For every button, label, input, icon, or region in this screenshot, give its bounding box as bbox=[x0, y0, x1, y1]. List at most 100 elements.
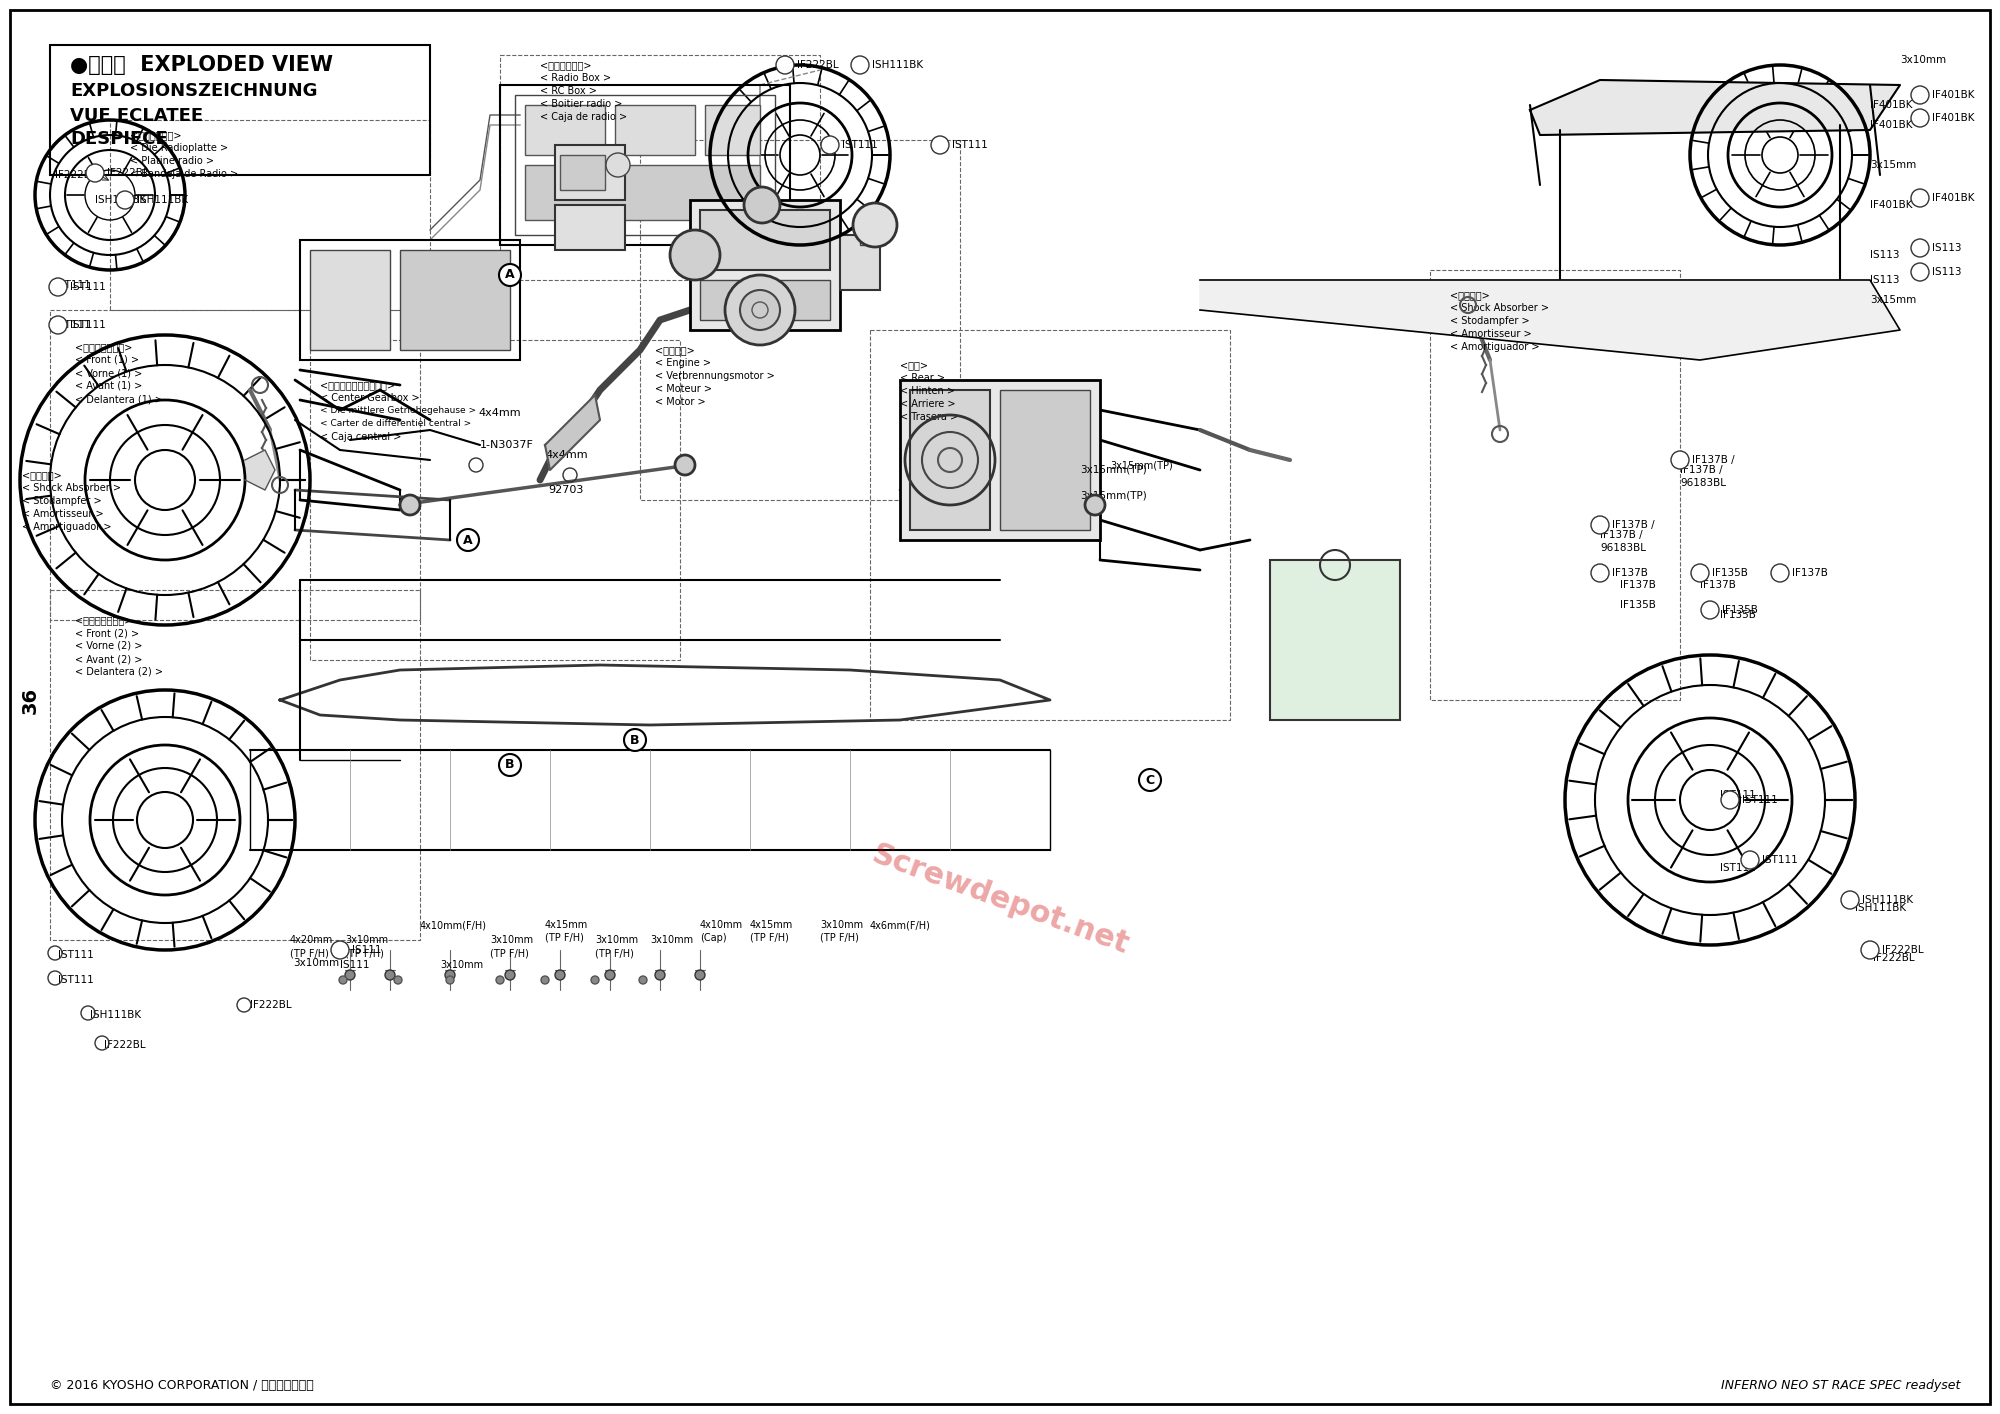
Text: < Amortisseur >: < Amortisseur > bbox=[22, 509, 104, 519]
Text: IF137B: IF137B bbox=[1612, 568, 1648, 578]
Text: 3x10mm: 3x10mm bbox=[292, 959, 340, 969]
Text: (TP F/H): (TP F/H) bbox=[820, 933, 858, 943]
Text: (TP F/H): (TP F/H) bbox=[290, 947, 328, 959]
Text: < Motor >: < Motor > bbox=[656, 397, 706, 407]
Text: ISH111BK: ISH111BK bbox=[872, 59, 924, 71]
Text: IF137B /: IF137B / bbox=[1612, 520, 1654, 530]
Circle shape bbox=[1592, 516, 1608, 534]
Circle shape bbox=[624, 730, 646, 751]
Text: (TP F/H): (TP F/H) bbox=[490, 947, 528, 959]
Circle shape bbox=[604, 970, 616, 980]
Bar bbox=[910, 390, 990, 530]
Text: IST111: IST111 bbox=[70, 281, 106, 293]
Text: IST111: IST111 bbox=[58, 950, 94, 960]
Text: < Carter de differentiel central >: < Carter de differentiel central > bbox=[320, 419, 472, 428]
Text: IST111: IST111 bbox=[1742, 795, 1778, 805]
Circle shape bbox=[556, 970, 566, 980]
Text: ISH111BK: ISH111BK bbox=[1856, 904, 1906, 913]
Text: 3x10mm: 3x10mm bbox=[490, 935, 534, 945]
Circle shape bbox=[340, 976, 348, 984]
Text: 3x10mm: 3x10mm bbox=[346, 935, 388, 945]
Circle shape bbox=[456, 529, 480, 551]
Text: 118: 118 bbox=[1592, 568, 1608, 577]
Text: ●分解図  EXPLODED VIEW: ●分解図 EXPLODED VIEW bbox=[70, 55, 332, 75]
Text: < Verbrennungsmotor >: < Verbrennungsmotor > bbox=[656, 370, 774, 380]
Text: 169: 169 bbox=[1912, 90, 1928, 99]
Bar bbox=[310, 250, 390, 351]
Text: < Hinten >: < Hinten > bbox=[900, 386, 956, 396]
Text: < Center Gearbox >: < Center Gearbox > bbox=[320, 393, 420, 403]
Text: IF137B /: IF137B / bbox=[1692, 455, 1734, 465]
Text: 42: 42 bbox=[1916, 267, 1924, 277]
Text: 174: 174 bbox=[1742, 855, 1758, 864]
Text: < Engine >: < Engine > bbox=[656, 358, 712, 368]
Text: 3x15mm: 3x15mm bbox=[1870, 296, 1916, 305]
Bar bbox=[700, 211, 830, 270]
Text: IF222BL: IF222BL bbox=[1872, 953, 1914, 963]
Text: IST111: IST111 bbox=[1762, 855, 1798, 865]
Text: ISH111BK: ISH111BK bbox=[96, 195, 146, 205]
Bar bbox=[300, 240, 520, 361]
Bar bbox=[616, 105, 696, 156]
Bar bbox=[690, 199, 840, 329]
Text: IST111: IST111 bbox=[1720, 863, 1756, 872]
Circle shape bbox=[744, 187, 780, 223]
Text: < Die mittlere Getriebegehause >: < Die mittlere Getriebegehause > bbox=[320, 406, 476, 414]
Text: 175: 175 bbox=[50, 321, 66, 329]
Circle shape bbox=[400, 495, 420, 515]
Bar bbox=[556, 146, 624, 199]
Circle shape bbox=[1140, 769, 1160, 790]
Text: IF137B /: IF137B / bbox=[1600, 530, 1642, 540]
Circle shape bbox=[852, 57, 868, 74]
Text: IF222BL: IF222BL bbox=[108, 168, 148, 178]
Bar bbox=[556, 205, 624, 250]
Text: 168: 168 bbox=[1912, 113, 1928, 123]
Text: IF137B: IF137B bbox=[1700, 580, 1736, 590]
Text: IF401BK: IF401BK bbox=[1932, 192, 1974, 204]
Text: B: B bbox=[506, 758, 514, 772]
Text: 96183BL: 96183BL bbox=[1680, 478, 1726, 488]
Circle shape bbox=[822, 136, 840, 154]
Text: A: A bbox=[506, 269, 514, 281]
Circle shape bbox=[696, 970, 704, 980]
Circle shape bbox=[776, 57, 794, 74]
Text: < Caja central >: < Caja central > bbox=[320, 433, 402, 443]
Circle shape bbox=[740, 290, 780, 329]
Text: < Amortisseur >: < Amortisseur > bbox=[1450, 329, 1532, 339]
Circle shape bbox=[1840, 891, 1860, 909]
Text: IST111: IST111 bbox=[56, 280, 90, 290]
Circle shape bbox=[394, 976, 402, 984]
Text: IF135B: IF135B bbox=[1722, 605, 1758, 615]
Text: < Trasera >: < Trasera > bbox=[900, 411, 958, 421]
Text: 96183BL: 96183BL bbox=[1600, 543, 1646, 553]
Text: 48: 48 bbox=[1916, 243, 1924, 253]
Text: A: A bbox=[464, 533, 472, 546]
Text: 174: 174 bbox=[50, 283, 66, 291]
Text: <センターギヤボックス>: <センターギヤボックス> bbox=[320, 380, 396, 390]
Polygon shape bbox=[544, 395, 600, 469]
Text: 178: 178 bbox=[778, 61, 792, 69]
Text: IS113: IS113 bbox=[1932, 267, 1962, 277]
Text: < Radio Box >: < Radio Box > bbox=[540, 74, 612, 83]
Text: IS111: IS111 bbox=[352, 945, 382, 954]
Text: 4x4mm: 4x4mm bbox=[478, 409, 520, 419]
Text: <リヤ>: <リヤ> bbox=[900, 361, 928, 370]
Text: 4x15mm: 4x15mm bbox=[750, 921, 794, 930]
Text: C: C bbox=[1146, 773, 1154, 786]
Text: IF137B: IF137B bbox=[1620, 580, 1656, 590]
Circle shape bbox=[86, 164, 104, 182]
Text: Screwdepot.net: Screwdepot.net bbox=[868, 840, 1132, 960]
Text: < Arriere >: < Arriere > bbox=[900, 399, 956, 409]
Text: IS113: IS113 bbox=[1932, 243, 1962, 253]
Text: ISH111BK: ISH111BK bbox=[136, 195, 188, 205]
Circle shape bbox=[670, 230, 720, 280]
Text: 171: 171 bbox=[1722, 796, 1738, 805]
Text: <フロント（１）>: <フロント（１）> bbox=[76, 342, 132, 352]
Text: 3x10mm: 3x10mm bbox=[440, 960, 484, 970]
Text: 3x15mm: 3x15mm bbox=[1870, 160, 1916, 170]
Text: 1-N3037F: 1-N3037F bbox=[480, 440, 534, 450]
Text: < Front (2) >: < Front (2) > bbox=[76, 628, 140, 638]
Text: VUE ECLATEE: VUE ECLATEE bbox=[70, 107, 204, 124]
Text: IS113: IS113 bbox=[1870, 274, 1900, 286]
Text: < Caja de radio >: < Caja de radio > bbox=[540, 112, 628, 122]
